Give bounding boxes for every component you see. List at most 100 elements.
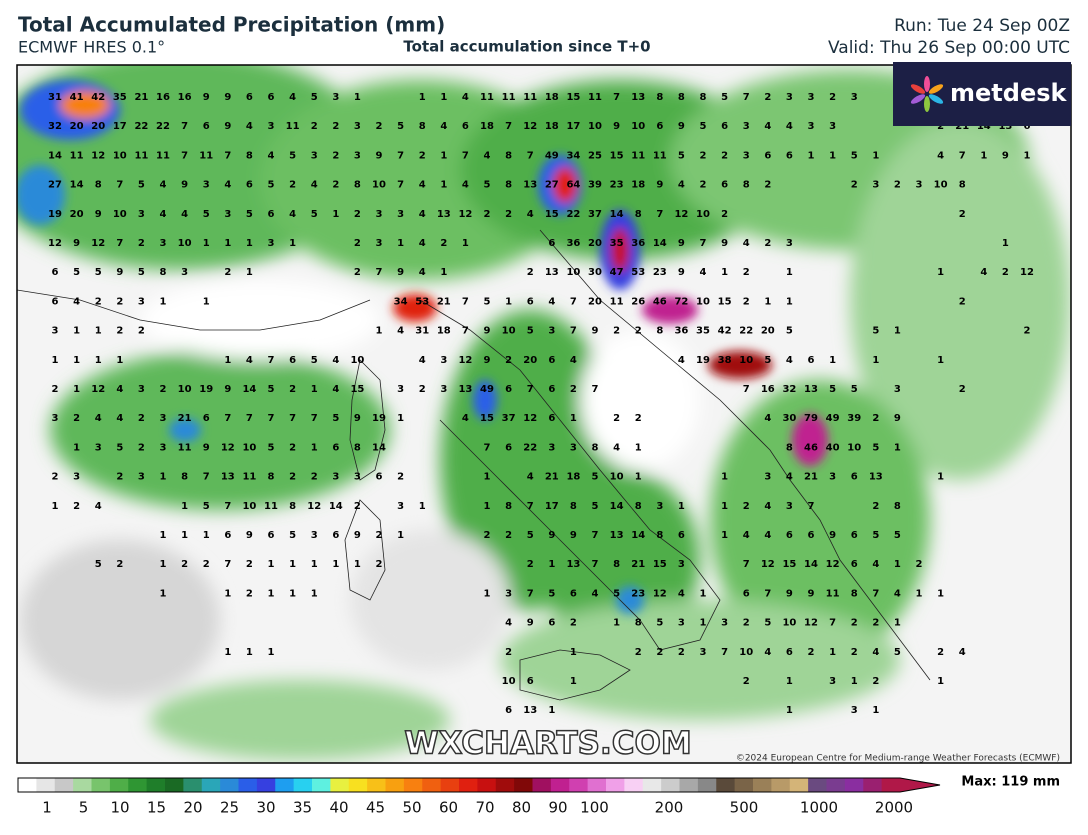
grid-value: 2 — [959, 209, 966, 220]
grid-value: 9 — [354, 530, 361, 541]
colorbar-label: 35 — [293, 799, 312, 817]
grid-value: 2 — [289, 442, 296, 453]
grid-value: 6 — [786, 647, 793, 658]
grid-value: 4 — [872, 647, 879, 658]
grid-value: 18 — [566, 472, 580, 483]
colorbar-segment — [624, 778, 644, 792]
grid-value: 4 — [332, 384, 339, 395]
colorbar-label: 5 — [79, 799, 89, 817]
grid-value: 11 — [178, 442, 192, 453]
grid-value: 18 — [437, 326, 451, 337]
grid-value: 2 — [95, 296, 102, 307]
grid-value: 7 — [311, 413, 318, 424]
grid-value: 2 — [894, 180, 901, 191]
grid-value: 1 — [1002, 238, 1009, 249]
grid-value: 6 — [527, 296, 534, 307]
grid-value: 4 — [786, 472, 793, 483]
grid-value: 2 — [570, 618, 577, 629]
colorbar-segment — [697, 778, 717, 792]
grid-value: 12 — [221, 442, 235, 453]
grid-value: 3 — [829, 121, 836, 132]
grid-value: 1 — [246, 647, 253, 658]
grid-value: 8 — [95, 180, 102, 191]
grid-value: 4 — [937, 150, 944, 161]
grid-value: 2 — [916, 559, 923, 570]
colorbar-segment — [91, 778, 111, 792]
colorbar-segment — [201, 778, 221, 792]
grid-value: 27 — [48, 180, 62, 191]
grid-value: 12 — [307, 501, 321, 512]
grid-value: 72 — [674, 296, 688, 307]
grid-value: 6 — [268, 530, 275, 541]
grid-value: 7 — [808, 501, 815, 512]
grid-value: 2 — [203, 559, 210, 570]
grid-value: 2 — [635, 326, 642, 337]
grid-value: 4 — [224, 180, 231, 191]
grid-value: 1 — [224, 355, 231, 366]
grid-value: 6 — [548, 618, 555, 629]
grid-value: 7 — [181, 121, 188, 132]
grid-value: 4 — [246, 121, 253, 132]
grid-value: 12 — [826, 559, 840, 570]
grid-value: 10 — [782, 618, 796, 629]
grid-value: 3 — [73, 472, 80, 483]
grid-value: 6 — [332, 530, 339, 541]
grid-value: 18 — [480, 121, 494, 132]
grid-value: 3 — [311, 150, 318, 161]
grid-value: 5 — [311, 355, 318, 366]
grid-value: 1 — [289, 238, 296, 249]
grid-value: 1 — [700, 618, 707, 629]
subtitle: Total accumulation since T+0 — [403, 38, 650, 56]
grid-value: 8 — [786, 442, 793, 453]
colorbar-label: 500 — [730, 799, 759, 817]
grid-value: 8 — [613, 559, 620, 570]
grid-value: 13 — [437, 209, 451, 220]
grid-value: 4 — [116, 384, 123, 395]
colorbar-segment — [661, 778, 680, 792]
colorbar-label: 90 — [548, 799, 567, 817]
grid-value: 34 — [394, 296, 408, 307]
grid-value: 8 — [246, 150, 253, 161]
colorbar-segment — [183, 778, 203, 792]
grid-value: 4 — [332, 355, 339, 366]
grid-value: 5 — [851, 384, 858, 395]
grid-value: 9 — [246, 530, 253, 541]
grid-value: 42 — [91, 92, 105, 103]
grid-value: 6 — [224, 530, 231, 541]
grid-value: 10 — [178, 384, 192, 395]
grid-value: 4 — [462, 92, 469, 103]
grid-value: 4 — [527, 472, 534, 483]
grid-value: 26 — [631, 296, 645, 307]
grid-value: 1 — [851, 676, 858, 687]
grid-value: 6 — [548, 384, 555, 395]
grid-value: 20 — [91, 121, 105, 132]
grid-value: 1 — [937, 676, 944, 687]
colorbar-segment — [495, 778, 515, 792]
grid-value: 2 — [354, 267, 361, 278]
grid-value: 2 — [376, 559, 383, 570]
grid-value: 8 — [354, 180, 361, 191]
grid-value: 3 — [786, 501, 793, 512]
grid-value: 8 — [505, 150, 512, 161]
grid-value: 4 — [959, 647, 966, 658]
colorbar-segment — [642, 778, 662, 792]
colorbar-segment — [165, 778, 184, 792]
grid-value: 9 — [95, 209, 102, 220]
grid-value: 13 — [523, 705, 537, 716]
grid-value: 2 — [527, 267, 534, 278]
grid-value: 6 — [52, 296, 59, 307]
grid-value: 9 — [116, 267, 123, 278]
grid-value: 3 — [160, 442, 167, 453]
grid-value: 11 — [134, 150, 148, 161]
grid-value: 10 — [502, 326, 516, 337]
grid-value: 7 — [764, 588, 771, 599]
grid-value: 3 — [268, 121, 275, 132]
grid-value: 3 — [397, 209, 404, 220]
grid-value: 4 — [462, 413, 469, 424]
grid-value: 22 — [156, 121, 170, 132]
grid-value: 9 — [678, 238, 685, 249]
grid-value: 7 — [181, 150, 188, 161]
grid-value: 3 — [268, 238, 275, 249]
colorbar-outline — [17, 777, 941, 793]
grid-value: 47 — [610, 267, 624, 278]
